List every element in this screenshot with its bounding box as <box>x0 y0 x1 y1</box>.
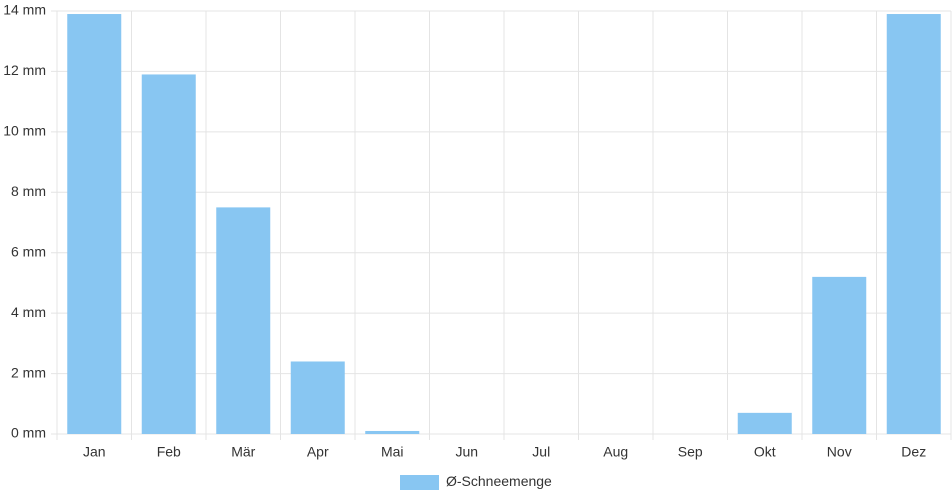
x-tick-label: Dez <box>901 444 926 460</box>
x-tick-label: Aug <box>603 444 628 460</box>
x-tick-label: Feb <box>157 444 181 460</box>
y-tick-label: 0 mm <box>11 425 46 441</box>
bar <box>67 14 122 435</box>
x-tick-label: Apr <box>307 444 329 460</box>
x-tick-label: Nov <box>827 444 852 460</box>
x-tick-label: Jan <box>83 444 106 460</box>
bar <box>290 361 345 434</box>
x-tick-label: Okt <box>754 444 776 460</box>
x-tick-label: Jul <box>532 444 550 460</box>
y-tick-label: 4 mm <box>11 304 46 320</box>
bar <box>737 412 792 434</box>
x-tick-label: Mai <box>381 444 404 460</box>
y-tick-label: 8 mm <box>11 183 46 199</box>
y-tick-label: 14 mm <box>3 2 46 18</box>
bar <box>216 207 271 434</box>
x-tick-label: Jun <box>455 444 478 460</box>
y-tick-label: 6 mm <box>11 243 46 259</box>
x-tick-label: Sep <box>678 444 703 460</box>
bar <box>812 276 867 434</box>
bar <box>886 14 941 435</box>
y-tick-label: 12 mm <box>3 62 46 78</box>
x-tick-label: Mär <box>231 444 255 460</box>
bar <box>365 430 420 434</box>
legend-swatch <box>400 475 439 490</box>
legend-label: Ø-Schneemenge <box>446 473 552 489</box>
y-tick-label: 10 mm <box>3 123 46 139</box>
bar <box>141 74 196 434</box>
y-tick-label: 2 mm <box>11 364 46 380</box>
